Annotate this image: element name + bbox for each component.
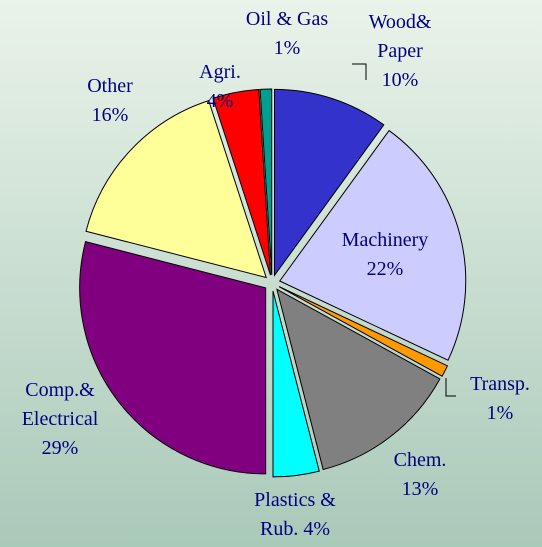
slice-label: Transp. 1% <box>460 370 540 428</box>
percent-label: 22% <box>366 258 404 280</box>
pie-slice <box>212 88 272 276</box>
category-name: Machinery <box>341 229 429 251</box>
slice-label: Plastics & Rub. 4% <box>235 486 355 544</box>
category-name: Transp. <box>470 373 530 395</box>
leader-line <box>352 63 367 80</box>
percent-label: 1% <box>486 402 514 424</box>
pie-slice <box>276 288 441 471</box>
pie-slice <box>278 129 467 361</box>
slice-label: Comp.& Electrical 29% <box>5 376 115 463</box>
slice-label: Chem. 13% <box>385 446 455 504</box>
leader-line <box>445 378 456 397</box>
category-name: Agri. <box>199 61 241 83</box>
pie-slice <box>278 286 449 377</box>
pie-slice <box>79 241 267 475</box>
category-name: Oil & Gas <box>245 8 329 30</box>
category-name: Comp.& Electrical <box>21 379 99 430</box>
slice-label: Other 16% <box>75 72 145 130</box>
percent-label: 4% <box>206 90 234 112</box>
category-name: Chem. <box>393 449 447 471</box>
percent-label: 10% <box>381 69 419 91</box>
pie-slice <box>85 99 267 279</box>
percent-label: 29% <box>41 437 79 459</box>
pie-slice <box>272 290 320 478</box>
slice-label: Agri. 4% <box>195 58 245 116</box>
percent-label: 4% <box>303 518 330 540</box>
slice-label: Wood& Paper 10% <box>360 8 440 95</box>
slice-label: Oil & Gas 1% <box>232 5 342 63</box>
percent-label: 16% <box>91 104 129 126</box>
category-name: Other <box>87 75 133 97</box>
pie-slice <box>273 88 385 277</box>
pie-slice <box>259 88 273 276</box>
category-name: Wood& Paper <box>368 11 432 62</box>
percent-label: 13% <box>401 478 439 500</box>
slice-label: Machinery 22% <box>325 226 445 284</box>
percent-label: 1% <box>273 37 301 59</box>
category-name: Plastics & Rub. <box>254 489 336 540</box>
